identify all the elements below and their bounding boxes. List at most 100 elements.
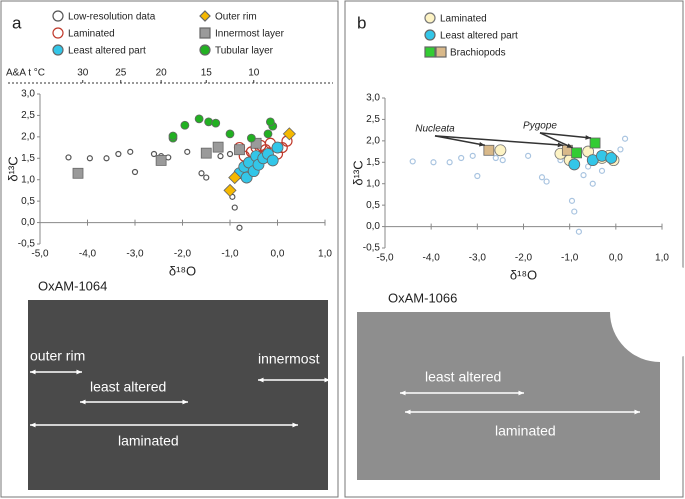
panel-letter: a bbox=[12, 13, 22, 32]
point bbox=[194, 114, 204, 124]
point bbox=[228, 171, 242, 185]
point bbox=[200, 147, 212, 159]
point bbox=[217, 153, 224, 160]
point bbox=[263, 129, 273, 139]
point bbox=[271, 141, 284, 154]
point bbox=[621, 135, 629, 142]
sample-label: OxAM-1064 bbox=[38, 278, 107, 293]
panel-border bbox=[0, 0, 339, 498]
annotation: Pygope bbox=[523, 120, 557, 131]
point bbox=[589, 137, 601, 149]
point bbox=[538, 174, 546, 181]
y-axis-label: δ¹³C bbox=[5, 156, 20, 181]
y-tick-label: 3,0 bbox=[21, 89, 35, 100]
point bbox=[430, 159, 437, 166]
arrow-head bbox=[80, 399, 86, 405]
y-tick-label: 1,0 bbox=[21, 174, 35, 185]
arrow-head bbox=[258, 377, 264, 383]
top-tick-label: 10 bbox=[248, 68, 260, 79]
x-tick-label: 1,0 bbox=[318, 249, 332, 260]
point bbox=[103, 155, 110, 162]
point bbox=[589, 180, 596, 187]
photo-background bbox=[610, 262, 685, 362]
point bbox=[585, 163, 592, 170]
point bbox=[424, 12, 436, 24]
arrow bbox=[539, 132, 573, 149]
point bbox=[199, 10, 211, 22]
point bbox=[115, 150, 122, 158]
annotation: Nucleata bbox=[415, 123, 455, 134]
panel-letter: b bbox=[357, 13, 366, 32]
point bbox=[571, 208, 578, 215]
point bbox=[543, 178, 550, 185]
point bbox=[155, 155, 167, 166]
arrow-head bbox=[585, 135, 592, 140]
point bbox=[223, 183, 237, 197]
arrow bbox=[434, 135, 486, 147]
point bbox=[180, 120, 190, 130]
x-tick-label: 0,0 bbox=[271, 249, 285, 260]
photo-label: least altered bbox=[90, 379, 166, 395]
point bbox=[580, 172, 587, 179]
point bbox=[282, 127, 296, 141]
photo-label: laminated bbox=[495, 423, 556, 439]
x-tick-label: -3,0 bbox=[469, 253, 487, 264]
point bbox=[605, 152, 618, 164]
y-tick-label: 0,5 bbox=[366, 200, 380, 211]
arrow-head bbox=[634, 409, 640, 415]
point bbox=[52, 27, 64, 39]
x-tick-label: -1,0 bbox=[221, 249, 239, 260]
point bbox=[424, 46, 436, 58]
y-tick-label: 2,5 bbox=[21, 110, 35, 121]
arrow-head bbox=[566, 143, 573, 148]
x-tick-label: -1,0 bbox=[561, 253, 579, 264]
point bbox=[525, 152, 532, 159]
point bbox=[435, 46, 447, 58]
point bbox=[424, 29, 436, 41]
point bbox=[72, 167, 84, 179]
x-tick-label: 1,0 bbox=[655, 253, 669, 264]
point bbox=[203, 174, 210, 181]
photo-label: least altered bbox=[425, 369, 501, 385]
point bbox=[492, 154, 499, 162]
point bbox=[499, 157, 506, 164]
point bbox=[231, 204, 238, 211]
arrow-head bbox=[30, 369, 36, 375]
point bbox=[265, 117, 275, 127]
x-tick-label: -5,0 bbox=[31, 249, 49, 260]
legend-label: Laminated bbox=[68, 29, 115, 40]
point bbox=[474, 172, 481, 180]
legend-label: Laminated bbox=[440, 14, 487, 25]
arrow-head bbox=[182, 399, 188, 405]
point bbox=[86, 155, 93, 162]
panel-border bbox=[344, 0, 684, 498]
top-axis-label: A&A t °C bbox=[6, 68, 45, 79]
x-tick-label: -2,0 bbox=[515, 253, 533, 264]
point bbox=[236, 224, 243, 231]
point bbox=[568, 158, 581, 171]
y-tick-label: 0,5 bbox=[21, 196, 35, 207]
arrow-head bbox=[76, 369, 82, 375]
point bbox=[212, 141, 224, 153]
x-tick-label: -3,0 bbox=[126, 249, 144, 260]
point bbox=[409, 158, 416, 165]
point bbox=[483, 144, 495, 156]
point bbox=[65, 154, 72, 161]
top-tick-label: 20 bbox=[156, 68, 168, 79]
photo-label: outer rim bbox=[30, 348, 85, 364]
point bbox=[204, 117, 214, 127]
photo bbox=[28, 300, 328, 490]
legend-label: Least altered part bbox=[440, 31, 518, 42]
y-tick-label: 0,0 bbox=[366, 221, 380, 232]
legend-label: Least altered part bbox=[68, 46, 146, 57]
point bbox=[568, 197, 576, 204]
point bbox=[127, 148, 134, 155]
legend-label: Brachiopods bbox=[450, 48, 506, 59]
point bbox=[617, 146, 624, 153]
x-tick-label: -4,0 bbox=[423, 253, 441, 264]
point bbox=[575, 228, 583, 235]
x-tick-label: -5,0 bbox=[376, 253, 394, 264]
arrow-head bbox=[400, 390, 406, 396]
y-tick-label: -0,5 bbox=[18, 239, 36, 250]
point bbox=[198, 170, 205, 177]
